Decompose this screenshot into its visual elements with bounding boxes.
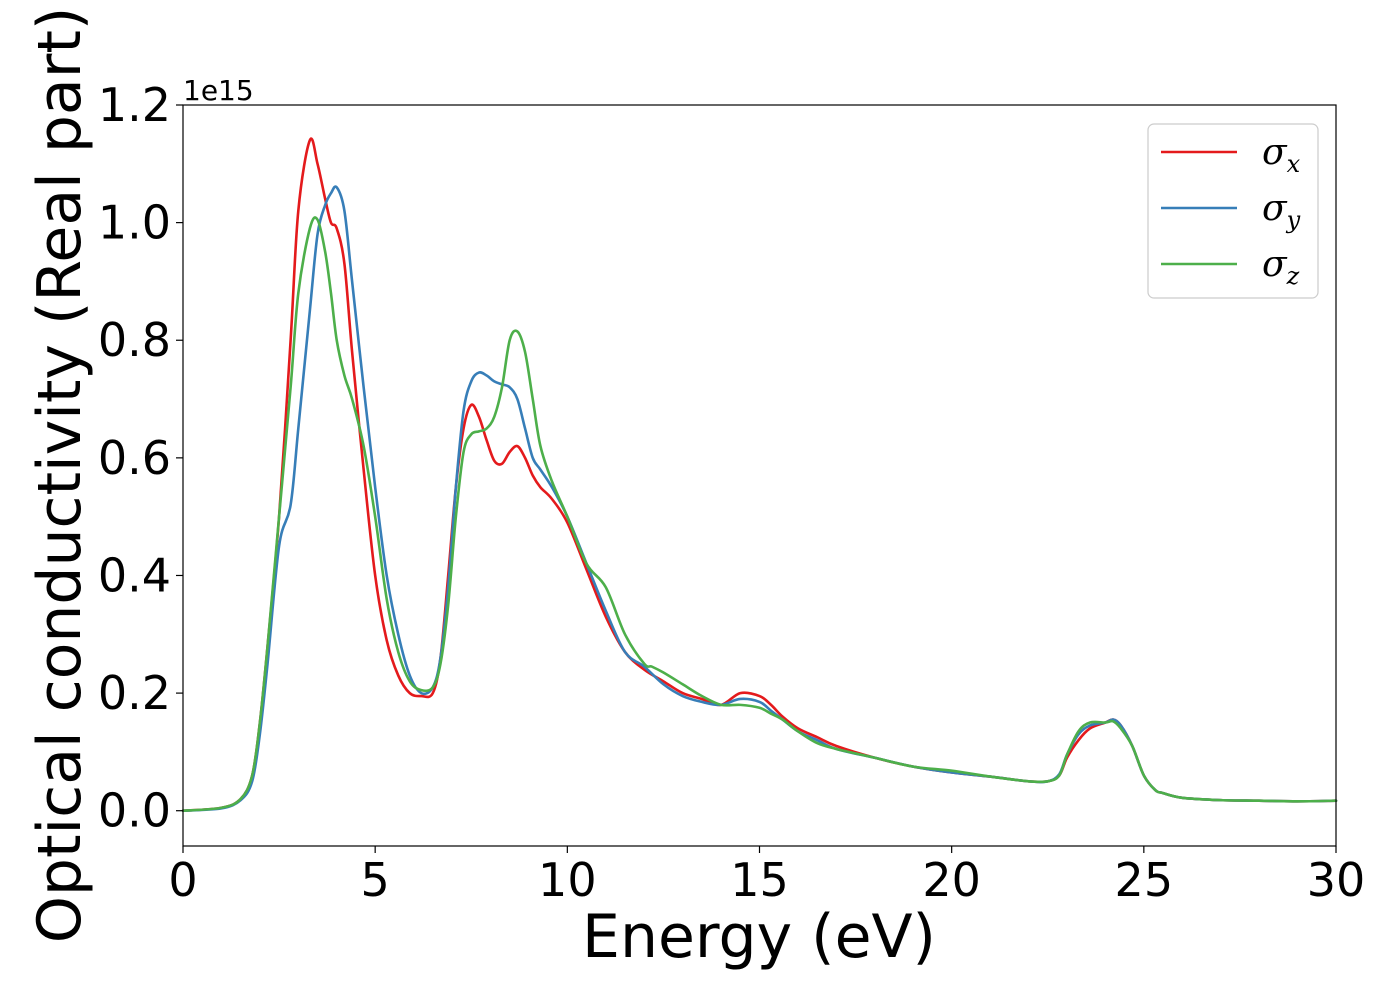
y-tick-label: 0.8: [98, 313, 171, 367]
x-tick-label: 0: [168, 853, 197, 907]
legend-label-z: σz: [1262, 244, 1300, 290]
series-line-y: [181, 185, 1338, 813]
x-axis-ticks: 0 5 10 15 20 25 30: [168, 846, 1365, 907]
y-axis-label: Optical conductivity (Real part): [25, 7, 95, 944]
series-line-x: [181, 137, 1338, 813]
y-axis-ticks: 0.0 0.2 0.4 0.6 0.8 1.0 1.2: [98, 78, 183, 838]
y-offset-label: 1e15: [183, 74, 254, 107]
plot-lines: [181, 137, 1338, 813]
y-tick-label: 1.2: [98, 78, 171, 132]
x-axis-label: Energy (eV): [582, 902, 936, 972]
y-tick-label: 0.6: [98, 431, 171, 485]
y-tick-label: 0.4: [98, 548, 171, 602]
x-tick-label: 25: [1115, 853, 1174, 907]
series-line-z: [181, 216, 1338, 813]
x-tick-label: 10: [538, 853, 597, 907]
x-tick-label: 20: [922, 853, 981, 907]
x-tick-label: 5: [361, 853, 390, 907]
x-tick-label: 15: [730, 853, 789, 907]
y-tick-label: 0.0: [98, 784, 171, 838]
legend-box: [1147, 123, 1319, 299]
y-tick-label: 1.0: [98, 196, 171, 250]
x-tick-label: 30: [1307, 853, 1366, 907]
y-tick-label: 0.2: [98, 666, 171, 720]
